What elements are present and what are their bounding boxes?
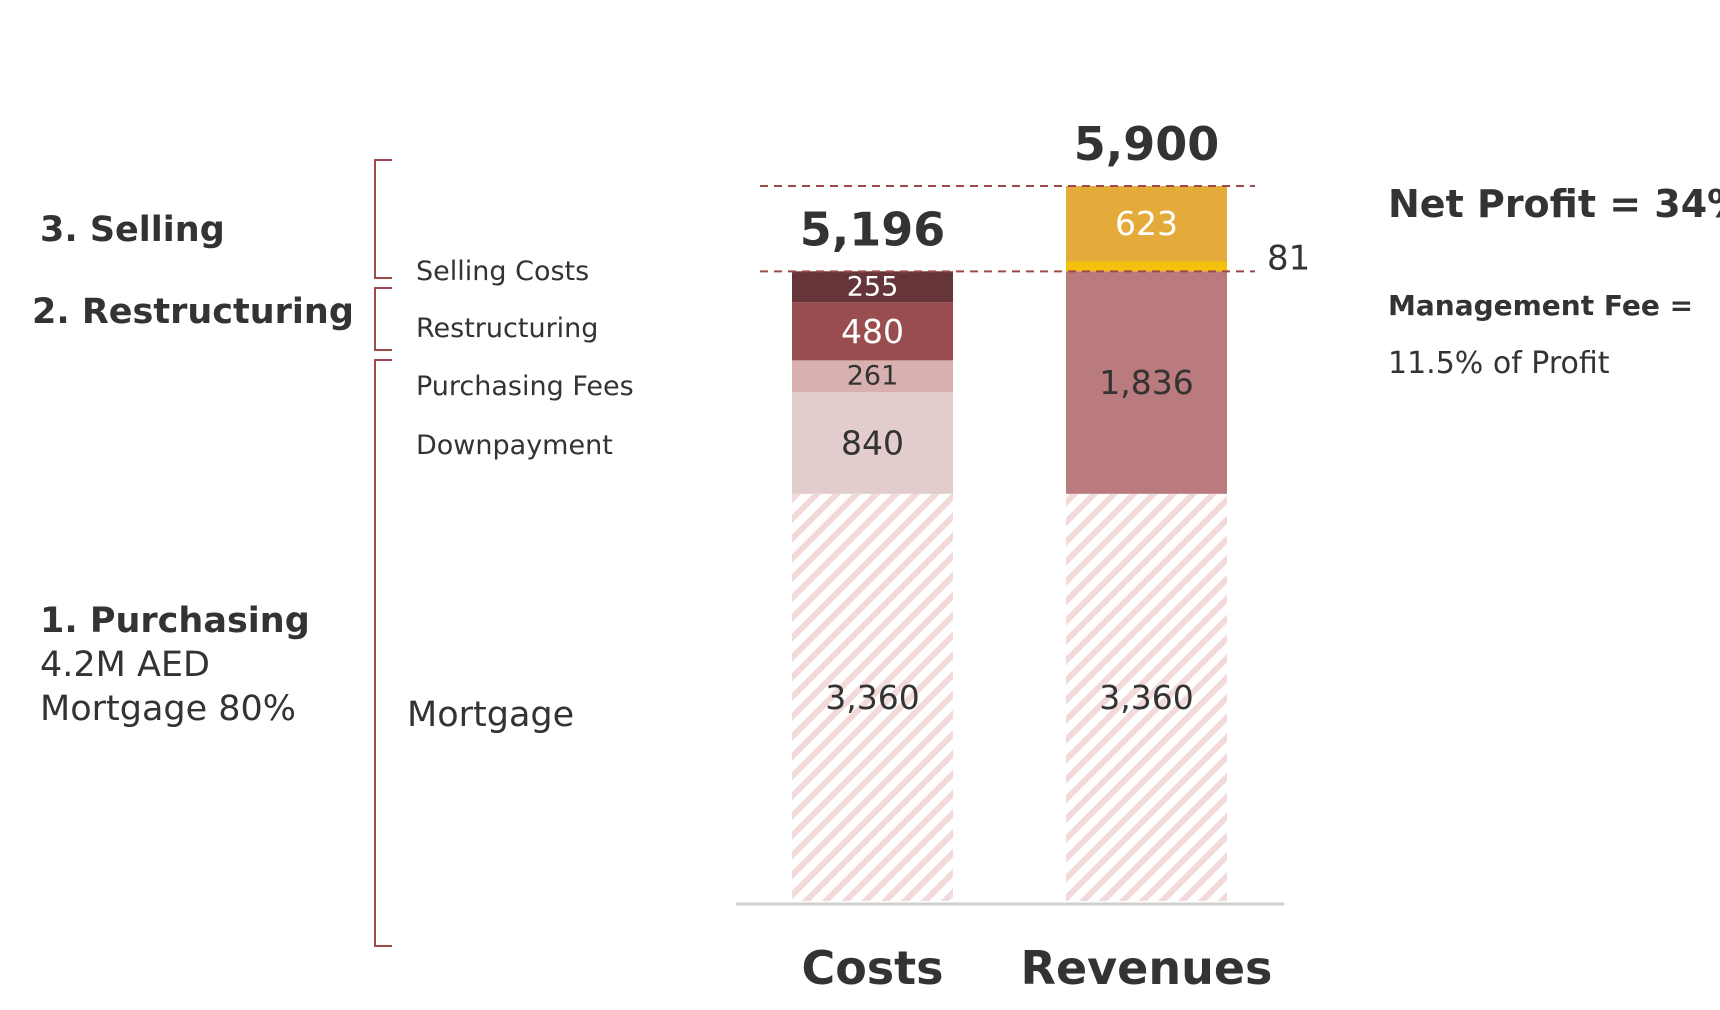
category-label-downpayment: Downpayment	[416, 430, 613, 461]
category-label-mortgage: Mortgage	[407, 695, 575, 735]
bracket-restructuring	[374, 287, 392, 351]
data-label-revenues-management-fee: 81	[1267, 238, 1310, 278]
net-profit-label: Net Profit = 34%	[1388, 182, 1720, 226]
purchasing-amount: 4.2M AED	[40, 645, 210, 685]
bar-segment-revenues-revenue	[1066, 271, 1227, 494]
purchasing-mortgage-ratio: Mortgage 80%	[40, 689, 297, 729]
data-label-costs-restructuring: 480	[841, 312, 904, 351]
data-label-costs-downpayment: 840	[841, 423, 904, 462]
bar-segment-costs-purchasing-fees	[792, 360, 953, 393]
bracket-selling	[374, 159, 392, 279]
bracket-purchasing	[374, 359, 392, 947]
total-label-revenues: 5,900	[1074, 117, 1220, 171]
x-tick-label-costs: Costs	[801, 941, 943, 995]
category-label-restructuring: Restructuring	[416, 313, 599, 344]
data-label-costs-selling-costs: 255	[847, 271, 899, 302]
management-fee-value: 11.5% of Profit	[1388, 346, 1610, 381]
data-label-revenues-mortgage: 3,360	[1099, 678, 1193, 717]
bar-segment-costs-mortgage	[792, 493, 953, 901]
bar-segment-costs-selling-costs	[792, 271, 953, 303]
management-fee-label: Management Fee =	[1388, 289, 1694, 322]
data-label-revenues-revenue: 1,836	[1099, 363, 1193, 402]
x-tick-label-revenues: Revenues	[1021, 941, 1273, 995]
phase-title-selling: 3. Selling	[40, 210, 225, 250]
bar-segment-revenues-net-profit	[1066, 186, 1227, 262]
phase-title-restructuring: 2. Restructuring	[32, 292, 354, 332]
phase-title-purchasing: 1. Purchasing	[40, 601, 310, 641]
data-label-costs-purchasing-fees: 261	[847, 361, 899, 392]
bar-segment-costs-downpayment	[792, 392, 953, 494]
category-label-selling-costs: Selling Costs	[416, 256, 590, 287]
bar-segment-costs-restructuring	[792, 302, 953, 361]
bar-segment-revenues-management-fee	[1066, 261, 1227, 272]
category-label-purchasing-fees: Purchasing Fees	[416, 371, 634, 402]
data-label-revenues-net-profit: 623	[1115, 204, 1178, 243]
total-label-costs: 5,196	[800, 202, 946, 256]
data-label-costs-mortgage: 3,360	[825, 678, 919, 717]
bar-segment-revenues-mortgage	[1066, 493, 1227, 901]
